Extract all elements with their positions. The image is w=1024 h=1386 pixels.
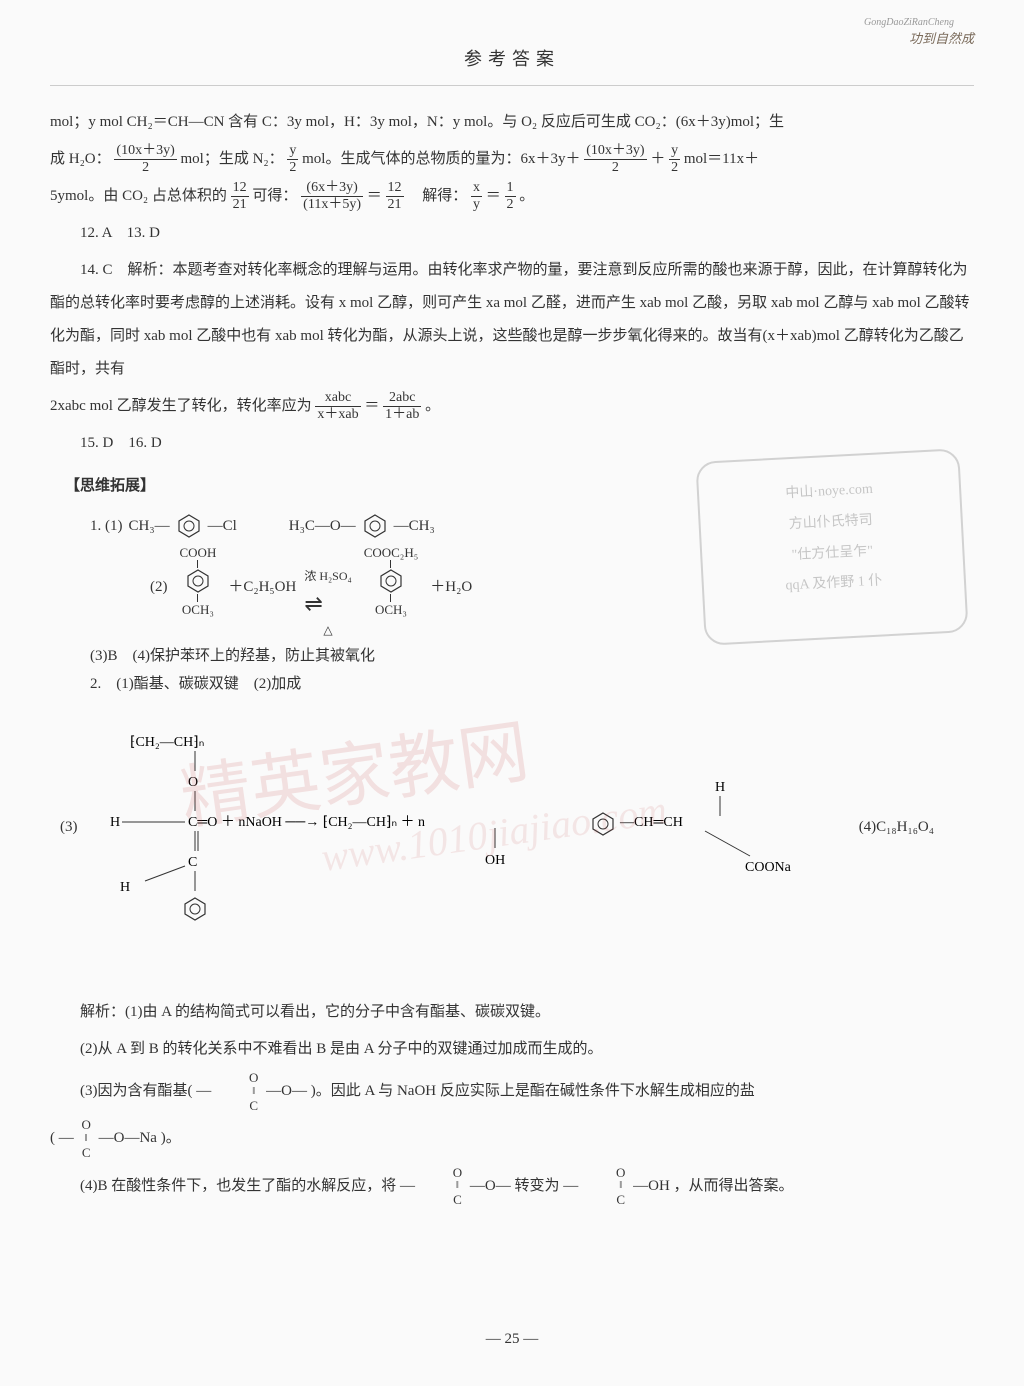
page-number: — 25 — <box>0 1323 1024 1356</box>
fraction: 1221 <box>231 180 249 212</box>
chem-text: ＋H₂O <box>430 575 472 599</box>
text-segment: —O— 转变为 — <box>470 1178 578 1194</box>
analysis-2: (2)从 A 到 B 的转化关系中不难看出 B 是由 A 分子中的双键通过加成而… <box>50 1033 974 1066</box>
fraction: (6x＋3y)(11x＋5y) <box>301 180 363 212</box>
analysis-3-bottom: ( — O ‖ C —O—Na )。 <box>50 1117 974 1160</box>
benzene-ring-icon <box>378 568 404 594</box>
q2-1-2: 2. (1)酯基、碳碳双键 (2)加成 <box>90 672 974 696</box>
analysis-1: 解析：(1)由 A 的结构简式可以看出，它的分子中含有酯基、碳碳双键。 <box>50 996 974 1029</box>
svg-text:OH: OH <box>485 853 505 868</box>
text-segment: 2xabc mol 乙醇发生了转化，转化率应为 <box>50 398 312 414</box>
ester-group-icon: O ‖ C <box>219 1070 258 1113</box>
text-segment: mol＝11x＋ <box>684 151 759 167</box>
para-1-line-1: mol；y mol CH₂＝CH—CN 含有 C：3y mol，H：3y mol… <box>50 106 974 139</box>
reaction-svg: ⁅CH₂—CH⁆ₙ O H C═O ＋ nNaOH ──→ ⁅CH₂—CH⁆ₙ … <box>90 716 990 976</box>
text-segment: —O—Na )。 <box>99 1130 181 1146</box>
fraction: 2abc1＋ab <box>383 390 421 422</box>
ester-group-icon: O ‖ C <box>423 1165 462 1208</box>
svg-text:COONa: COONa <box>745 860 792 875</box>
svg-text:O: O <box>188 775 198 790</box>
para-2: 5ymol。由 CO₂ 占总体积的 1221 可得： (6x＋3y)(11x＋5… <box>50 180 974 213</box>
text-segment: 。 <box>519 188 534 204</box>
q1-2-label: (2) <box>150 575 168 599</box>
benzene-ring-icon <box>185 568 211 594</box>
text-segment: —O— )。因此 A 与 NaOH 反应实际上是酯在碱性条件下水解生成相应的盐 <box>266 1083 755 1099</box>
text-segment: mol；生成 N₂： <box>180 151 283 167</box>
section-title: 【思维拓展】 <box>50 470 974 503</box>
text-segment: ＝ <box>486 188 501 204</box>
q1-2-row: (2) COOH OCH₃ ＋C₂H₅OH 浓 H₂SO₄ ⇌ △ COOC₂H… <box>150 545 974 641</box>
fraction: 1221 <box>386 180 404 212</box>
page-header: GongDaoZiRanCheng 参考答案 功到自然成 <box>50 40 974 86</box>
text-segment: ( — <box>50 1130 74 1146</box>
q1-3-4: (3)B (4)保护苯环上的羟基，防止其被氧化 <box>90 644 974 668</box>
answer-14-line2: 2xabc mol 乙醇发生了转化，转化率应为 xabcx＋xab ＝ 2abc… <box>50 390 974 423</box>
chem-text: H₃C—O— <box>289 514 356 538</box>
ester-group-icon: O ‖ C <box>586 1165 625 1208</box>
svg-text:H: H <box>120 880 130 895</box>
analysis-4: (4)B 在酸性条件下，也发生了酯的水解反应，将 — O ‖ C —O— 转变为… <box>50 1165 974 1208</box>
chem-text: CH₃— <box>129 514 170 538</box>
fraction: (10x＋3y)2 <box>584 143 646 175</box>
q1-1-label: 1. (1) <box>90 514 123 538</box>
text-segment: ＝ <box>364 398 379 414</box>
fraction: (10x＋3y)2 <box>114 143 176 175</box>
q2-4-answer: (4)C₁₈H₁₆O₄ <box>859 811 934 844</box>
svg-text:H: H <box>110 815 120 830</box>
q2-3-label: (3) <box>60 811 78 844</box>
equilibrium-arrow: 浓 H₂SO₄ ⇌ △ <box>304 567 351 641</box>
svg-text:H: H <box>715 780 725 795</box>
text-segment: 成 H₂O： <box>50 151 111 167</box>
svg-text:—CH═CH: —CH═CH <box>619 815 683 830</box>
fraction: xy <box>471 180 482 212</box>
benzene-ring-icon <box>176 513 202 539</box>
svg-text:⁅CH₂—CH⁆ₙ: ⁅CH₂—CH⁆ₙ <box>130 735 204 750</box>
answer-15-16: 15. D 16. D <box>50 427 974 460</box>
answer-14: 14. C 解析：本题考查对转化率概念的理解与运用。由转化率求产物的量，要注意到… <box>50 254 974 386</box>
q1-structures: 1. (1) CH₃— —Cl H₃C—O— —CH₃ (2) COOH OCH… <box>90 513 974 697</box>
q1-1-row: 1. (1) CH₃— —Cl H₃C—O— —CH₃ <box>90 513 974 539</box>
text-segment: —OH ，从而得出答案。 <box>633 1178 793 1194</box>
chem-struct-left: COOH OCH₃ <box>180 545 217 618</box>
fraction: y2 <box>669 143 680 175</box>
benzene-ring-icon <box>362 513 388 539</box>
header-right-text: 功到自然成 <box>909 25 974 54</box>
chem-text: —CH₃ <box>394 514 435 538</box>
text-segment: 5ymol。由 CO₂ 占总体积的 <box>50 188 227 204</box>
text-segment: (4)B 在酸性条件下，也发生了酯的水解反应，将 — <box>80 1178 415 1194</box>
para-1-line-2: 成 H₂O： (10x＋3y)2 mol；生成 N₂： y2 mol。生成气体的… <box>50 143 974 176</box>
fraction: xabcx＋xab <box>315 390 360 422</box>
svg-text:C═O ＋ nNaOH ──→ ⁅CH₂—CH⁆ₙ ＋ n: C═O ＋ nNaOH ──→ ⁅CH₂—CH⁆ₙ ＋ n <box>188 815 425 830</box>
text-segment: 。 <box>425 398 440 414</box>
text-segment: 可得： <box>252 188 297 204</box>
chem-text: —Cl <box>208 514 237 538</box>
fraction: y2 <box>287 143 298 175</box>
text-segment: (3)因为含有酯基( — <box>80 1083 211 1099</box>
chem-text: ＋C₂H₅OH <box>228 575 296 599</box>
answer-12-13: 12. A 13. D <box>50 217 974 250</box>
header-title: 参考答案 <box>464 49 560 69</box>
text-segment: ＋ <box>650 151 665 167</box>
fraction: 12 <box>505 180 516 212</box>
ester-group-icon: O ‖ C <box>82 1117 91 1160</box>
text-segment: mol。生成气体的总物质的量为：6x＋3y＋ <box>302 151 580 167</box>
analysis-3: (3)因为含有酯基( — O ‖ C —O— )。因此 A 与 NaOH 反应实… <box>50 1070 974 1113</box>
q2-3-reaction-diagram: ⁅CH₂—CH⁆ₙ O H C═O ＋ nNaOH ──→ ⁅CH₂—CH⁆ₙ … <box>90 716 974 976</box>
svg-text:C: C <box>188 855 197 870</box>
text-segment: ＝ <box>367 188 382 204</box>
chem-struct-right: COOC₂H₅ OCH₃ <box>364 545 419 618</box>
text-segment: 解得： <box>407 188 467 204</box>
